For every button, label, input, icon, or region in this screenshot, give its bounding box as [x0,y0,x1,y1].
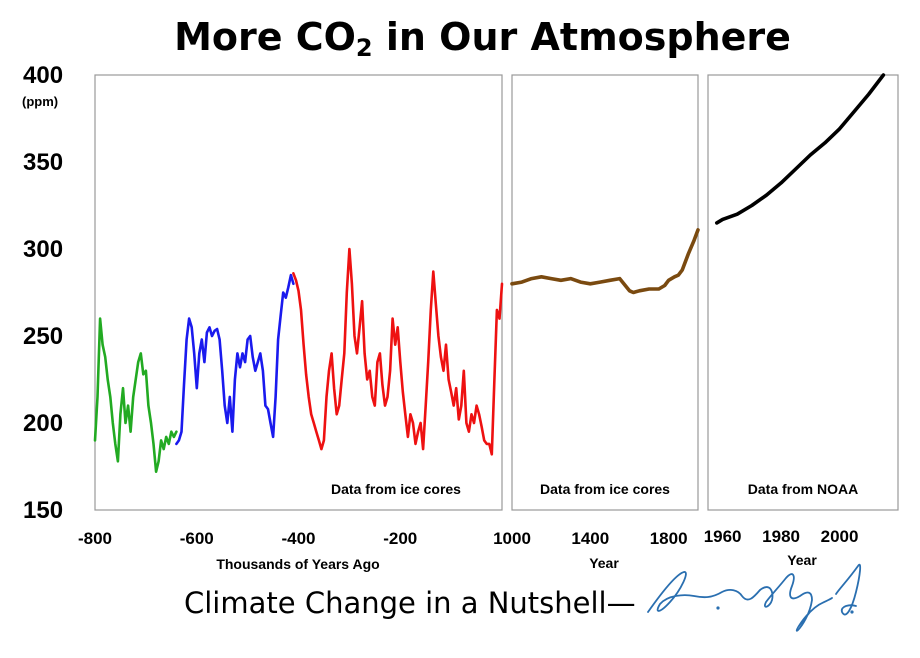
title-post: in Our Atmosphere [372,15,791,59]
source-annotation: Data from ice cores [331,481,461,497]
x-tick-label: 2000 [821,527,859,546]
source-annotation: Data from NOAA [748,481,858,497]
y-tick-label: 300 [23,236,63,263]
x-tick-label: -600 [180,529,214,548]
x-axis-label: Thousands of Years Ago [216,556,379,572]
series-line [292,247,504,456]
x-tick-label: -200 [383,529,417,548]
x-tick-label: 1980 [762,527,800,546]
x-axis-label: Year [787,552,817,568]
x-axis-label: Year [589,555,619,571]
x-tick-label: -800 [78,529,112,548]
x-tick-label: -400 [281,529,315,548]
source-annotation: Data from ice cores [540,481,670,497]
y-tick-label: 200 [23,410,63,437]
panel-frame [511,74,699,511]
series-line [175,273,295,446]
x-tick-label: 1960 [704,527,742,546]
x-tick-label: 1000 [493,529,531,548]
y-tick-label: 350 [23,149,63,176]
chart-title: More CO2 in Our Atmosphere [0,18,920,60]
footer-text: Climate Change in a Nutshell— [184,586,636,620]
y-tick-label: 250 [23,323,63,350]
x-tick-label: 1400 [571,529,609,548]
title-pre: More CO [174,15,356,59]
series-line [510,228,700,295]
signature [647,563,862,632]
y-axis-unit: (ppm) [22,94,58,109]
panel-frame [707,74,899,511]
y-tick-label: 400 [23,62,63,89]
title-subscript: 2 [355,34,373,62]
series-line [93,317,178,474]
y-tick-label: 150 [23,497,63,524]
x-tick-label: 1800 [650,529,688,548]
series-line [714,73,886,225]
